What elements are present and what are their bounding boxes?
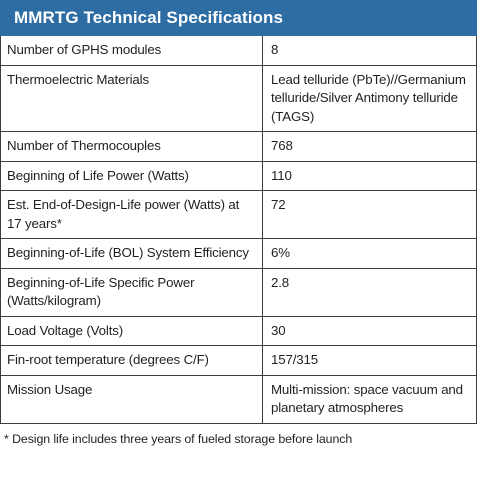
table-row: Beginning-of-Life (BOL) System Efficienc…	[1, 239, 476, 269]
row-label: Number of GPHS modules	[1, 36, 263, 65]
row-label: Beginning of Life Power (Watts)	[1, 161, 263, 190]
row-label: Mission Usage	[1, 375, 263, 423]
table-row: Beginning-of-Life Specific Power (Watts/…	[1, 268, 476, 317]
row-value: 768	[271, 138, 293, 153]
table-header: MMRTG Technical Specifications	[0, 0, 477, 36]
row-value: 110	[271, 167, 292, 183]
row-value: Multi-mission: space vacuum and planetar…	[271, 381, 463, 416]
row-value: 8	[271, 42, 279, 57]
table-row: Load Voltage (Volts) 30	[1, 316, 476, 346]
footnote: * Design life includes three years of fu…	[4, 431, 353, 446]
table-row: Beginning of Life Power (Watts) 110	[1, 161, 476, 191]
row-label: Number of Thermocouples	[1, 132, 263, 161]
row-label: Load Voltage (Volts)	[1, 316, 263, 345]
row-value: 157/315	[271, 352, 319, 367]
table-row: Thermoelectric Materials Lead telluride …	[1, 65, 476, 132]
row-value: 30	[271, 322, 286, 338]
table-row: Fin-root temperature (degrees C/F) 157/3…	[1, 346, 476, 376]
row-value: 6%	[271, 245, 290, 260]
row-label: Est. End-of-Design-Life power (Watts) at…	[1, 191, 263, 238]
row-label: Beginning-of-Life (BOL) System Efficienc…	[1, 239, 263, 268]
row-label: Thermoelectric Materials	[1, 65, 263, 131]
table-title: MMRTG Technical Specifications	[14, 8, 284, 27]
table-row: Est. End-of-Design-Life power (Watts) at…	[1, 191, 476, 239]
table-row: Number of Thermocouples 768	[1, 132, 476, 162]
row-label: Fin-root temperature (degrees C/F)	[1, 346, 263, 375]
table-row: Mission Usage Multi-mission: space vacuu…	[1, 375, 476, 424]
table-body: Number of GPHS modules 8 Thermoelectric …	[0, 36, 477, 424]
row-value: 72	[271, 197, 286, 212]
spec-table: MMRTG Technical Specifications Number of…	[0, 0, 477, 446]
row-value: Lead telluride (PbTe)//Germanium telluri…	[271, 71, 466, 124]
row-label: Beginning-of-Life Specific Power (Watts/…	[1, 268, 263, 316]
row-value: 2.8	[271, 274, 290, 290]
table-row: Number of GPHS modules 8	[1, 36, 476, 66]
